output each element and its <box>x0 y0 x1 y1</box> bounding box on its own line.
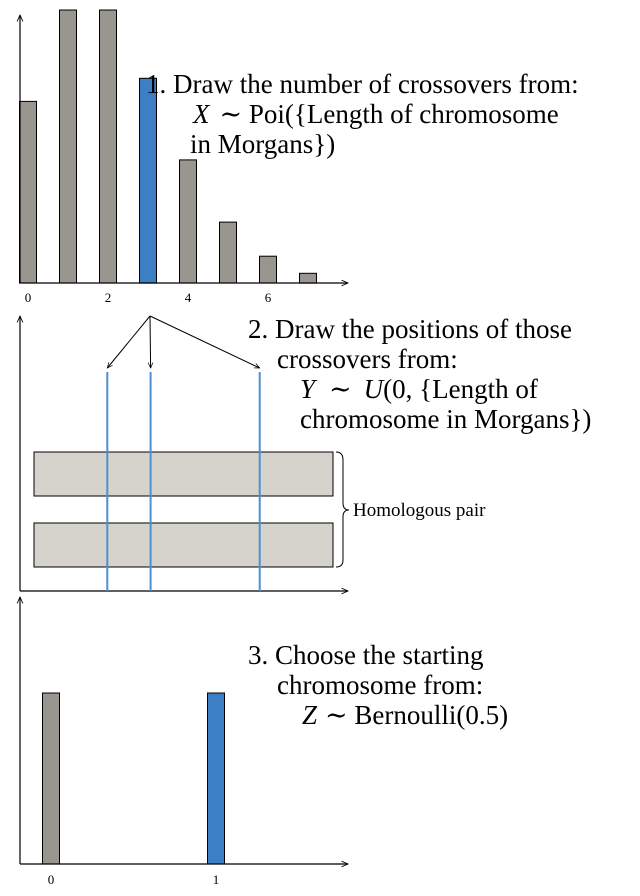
bernoulli-bar-1 <box>207 692 225 865</box>
step-2-line-2: crossovers from: <box>277 344 458 374</box>
homologous-pair-label: Homologous pair <box>353 500 486 521</box>
chromosome-bottom <box>33 522 334 568</box>
step-1-distribution: ∼ Poi({Length of chromosome <box>220 99 559 129</box>
bernoulli-tick-label-0: 0 <box>48 872 55 887</box>
step-2-line-3: Y ∼ U(0, {Length of <box>300 374 538 404</box>
poisson-bar-5 <box>219 221 237 284</box>
step-2-text: 2. Draw the positions of those crossover… <box>248 314 591 434</box>
homologous-pair-brace <box>335 451 350 568</box>
step-1-line-3: in Morgans}) <box>190 129 335 159</box>
step-2-tilde: ∼ <box>329 374 352 404</box>
poisson-bar-4 <box>179 159 197 284</box>
bernoulli-bars <box>42 692 225 865</box>
poisson-bar-0 <box>19 100 37 284</box>
bernoulli-tick-label-1: 1 <box>213 872 220 887</box>
poisson-tick-label-0: 0 <box>25 290 32 305</box>
poisson-bars <box>19 9 317 284</box>
poisson-bar-3 <box>139 77 157 284</box>
step-2-line-1: 2. Draw the positions of those <box>248 314 572 344</box>
poisson-tick-label-2: 2 <box>105 290 112 305</box>
poisson-tick-label-4: 4 <box>185 290 192 305</box>
chromosome-top <box>33 451 334 497</box>
step-3-line-3: Z ∼ Bernoulli(0.5) <box>302 700 508 730</box>
poisson-bar-6 <box>259 255 277 284</box>
poisson-bar-7 <box>299 272 317 284</box>
panel-1-poisson-chart: 0 2 4 6 <box>19 9 349 305</box>
step-1-variable: X <box>192 99 211 129</box>
step-2-variable: Y <box>300 374 318 404</box>
step-1-line-1: 1. Draw the number of crossovers from: <box>146 69 579 99</box>
step-3-variable: Z <box>302 700 318 730</box>
step-3-line-2: chromosome from: <box>277 670 483 700</box>
panel-2-chromosome-diagram: Homologous pair <box>20 316 486 591</box>
step-3-line-1: 3. Choose the starting <box>248 640 483 670</box>
crossover-pointer-arrows <box>107 315 260 369</box>
bernoulli-bar-0 <box>42 692 60 865</box>
step-2-line-4: chromosome in Morgans}) <box>300 404 591 434</box>
step-2-uniform: U <box>364 374 385 404</box>
crossover-pointer-arrow-1 <box>107 315 151 368</box>
poisson-bar-2 <box>99 9 117 284</box>
crossover-lines <box>106 372 261 591</box>
crossover-pointer-arrow-2 <box>150 315 151 368</box>
step-2-distribution: (0, {Length of <box>383 374 538 404</box>
poisson-tick-label-6: 6 <box>265 290 272 305</box>
step-1-text: 1. Draw the number of crossovers from: X… <box>146 69 579 159</box>
poisson-bar-1 <box>59 9 77 284</box>
poisson-tick-labels: 0 2 4 6 <box>25 290 272 305</box>
step-1-line-2: X ∼ Poi({Length of chromosome <box>192 99 559 129</box>
step-3-text: 3. Choose the starting chromosome from: … <box>248 640 508 730</box>
crossover-pointer-arrow-3 <box>149 315 260 369</box>
step-3-distribution: ∼ Bernoulli(0.5) <box>325 700 508 730</box>
